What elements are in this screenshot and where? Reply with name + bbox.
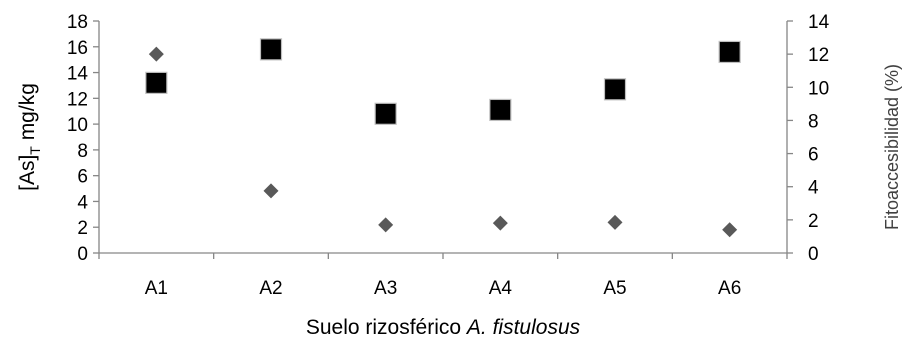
left-y-tick-label: 14 (67, 64, 89, 85)
right-y-tick-label: 2 (808, 211, 819, 232)
left-y-tick-label: 18 (67, 12, 88, 33)
x-tick-label: A1 (145, 278, 168, 299)
x-tick-label: A2 (259, 278, 282, 299)
x-axis-title: Suelo rizosférico A. fistulosus (306, 316, 581, 339)
left-y-tick-label: 2 (77, 218, 88, 239)
x-ticks: A1 A2 A3 A4 A5 A6 (98, 253, 788, 299)
right-y-tick-label: 8 (808, 111, 819, 132)
right-y-tick-label: 6 (808, 145, 819, 166)
x-tick-label: A5 (603, 278, 626, 299)
x-tick-label: A4 (489, 278, 513, 299)
left-y-axis-title-main: [As] (16, 155, 39, 191)
left-y-tick-label: 0 (77, 244, 88, 265)
left-y-axis-title-suffix: mg/kg (16, 83, 39, 146)
right-y-tick-label: 10 (808, 78, 829, 99)
square-marker-point (718, 40, 741, 64)
x-axis-title-prefix: Suelo rizosférico (306, 316, 467, 339)
square-marker-point (145, 71, 168, 94)
diamond-marker-point (492, 215, 508, 231)
x-axis-title-italic: A. fistulosus (465, 316, 581, 339)
square-marker-point (374, 102, 397, 125)
diamond-marker-point (378, 217, 394, 233)
right-y-tick-label: 12 (808, 45, 829, 66)
diamond-marker-point (722, 222, 738, 238)
diamond-marker-point (148, 46, 164, 62)
left-y-tick-label: 8 (77, 141, 88, 162)
left-y-tick-label: 12 (67, 89, 88, 110)
left-y-tick-label: 4 (77, 192, 88, 213)
x-tick-label: A6 (718, 278, 741, 299)
square-marker-point (259, 38, 283, 61)
left-y-tick-label: 10 (67, 115, 88, 136)
x-tick-label: A3 (374, 278, 397, 299)
right-y-ticks: 0 2 4 6 8 10 12 14 (787, 12, 830, 265)
diamond-marker-point (607, 214, 623, 230)
left-y-axis-title-subscript: T (27, 146, 43, 155)
right-y-axis-title: Fitoaccesibilidad (%) (882, 64, 902, 230)
square-marker-point (489, 98, 512, 122)
series-layer (145, 38, 741, 238)
square-marker-point (603, 78, 627, 101)
right-y-tick-label: 4 (808, 178, 819, 199)
left-y-tick-label: 6 (77, 167, 88, 188)
right-y-tick-label: 14 (808, 12, 830, 33)
right-y-tick-label: 0 (808, 244, 819, 265)
left-y-tick-label: 16 (67, 38, 88, 59)
diamond-marker-point (263, 183, 279, 199)
axes-group (98, 21, 788, 254)
left-y-ticks: 0 2 4 6 8 10 12 14 16 18 (67, 12, 99, 265)
left-y-axis-title: [As]T mg/kg (16, 83, 43, 191)
